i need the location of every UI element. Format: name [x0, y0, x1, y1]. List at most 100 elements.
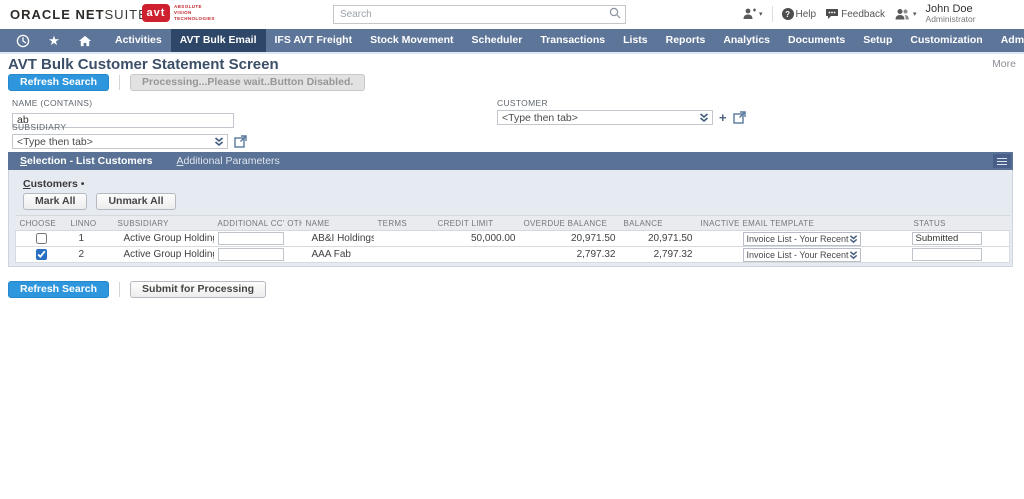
nav-item-transactions[interactable]: Transactions [540, 34, 606, 46]
changed-marker: • [80, 179, 85, 190]
add-employee-icon [743, 8, 756, 19]
submit-for-processing-button[interactable]: Submit for Processing [130, 281, 267, 298]
choose-checkbox[interactable] [35, 248, 47, 260]
refresh-search-button[interactable]: Refresh Search [8, 74, 110, 91]
open-customer-popout-icon[interactable] [732, 111, 746, 124]
customers-sublist-title: Customers • [23, 178, 85, 190]
help-menu[interactable]: ? Help [781, 8, 817, 20]
main-nav: ★ Activities AVT Bulk Email IFS AVT Frei… [0, 29, 1024, 52]
nav-item-administration-controls[interactable]: Administration & Controls [1000, 34, 1024, 46]
col-credit-limit[interactable]: CREDIT LIMIT [433, 215, 520, 231]
help-icon: ? [781, 8, 794, 20]
oracle-netsuite-logo: ORACLE NETSUITE [10, 7, 148, 22]
col-additional-cc[interactable]: ADDITIONAL CC' OTHERS [213, 215, 302, 231]
nav-item-scheduler[interactable]: Scheduler [471, 34, 523, 46]
user-info[interactable]: John Doe Administrator [926, 3, 976, 25]
nav-item-customization[interactable]: Customization [910, 34, 983, 46]
status-input[interactable] [911, 248, 982, 261]
global-search [333, 4, 626, 24]
name-contains-input[interactable] [12, 112, 234, 128]
col-choose[interactable]: CHOOSE [15, 215, 67, 231]
feedback-menu[interactable]: Feedback [825, 8, 885, 20]
name-contains-label: NAME (CONTAINS) [12, 98, 93, 108]
customers-table: CHOOSE LINNO SUBSIDIARY ADDITIONAL CC' O… [15, 215, 1010, 263]
shortcuts-star-icon[interactable]: ★ [48, 32, 60, 48]
additional-cc-input[interactable] [217, 232, 284, 245]
table-row: 1 Active Group Holding AB&I Holdings 50,… [15, 230, 1010, 247]
col-email-template[interactable]: EMAIL TEMPLATE [738, 215, 892, 231]
tab-additional-parameters[interactable]: Additional Parameters [176, 155, 280, 167]
overdue-balance-cell: 20,971.50 [519, 230, 620, 247]
nav-quick-icons: ★ [0, 32, 106, 48]
roles-icon [895, 9, 909, 20]
feedback-icon [826, 9, 839, 19]
top-action-row: Refresh Search Processing...Please wait.… [8, 74, 366, 91]
status-input[interactable] [911, 232, 982, 245]
add-customer-icon[interactable]: + [719, 109, 727, 125]
nav-item-lists[interactable]: Lists [623, 34, 648, 46]
bottom-action-row: Refresh Search Submit for Processing [8, 281, 267, 298]
home-icon[interactable] [78, 34, 92, 48]
col-linno[interactable]: LINNO [66, 215, 114, 231]
customer-select[interactable]: <Type then tab> [497, 110, 713, 125]
unmark-all-button[interactable]: Unmark All [96, 193, 176, 210]
col-status[interactable]: STATUS [891, 215, 1010, 231]
overdue-balance-cell: 2,797.32 [519, 246, 620, 263]
linno-cell: 1 [66, 230, 114, 247]
nav-item-stock-movement[interactable]: Stock Movement [370, 34, 454, 46]
col-overdue-balance[interactable]: OVERDUE BALANCE [519, 215, 620, 231]
email-template-select[interactable]: Invoice List - Your Recent Invoic [742, 247, 861, 262]
col-subsidiary[interactable]: SUBSIDIARY [113, 215, 214, 231]
choose-checkbox[interactable] [35, 232, 47, 244]
col-terms[interactable]: TERMS [373, 215, 434, 231]
subsidiary-label: SUBSIDIARY [12, 122, 67, 132]
nav-accent-line [0, 52, 1024, 54]
nav-item-analytics[interactable]: Analytics [723, 34, 770, 46]
search-icon[interactable] [609, 7, 621, 19]
customer-label: CUSTOMER [497, 98, 548, 108]
subsidiary-select[interactable]: <Type then tab> [12, 134, 228, 149]
roles-menu[interactable]: ▾ [894, 7, 917, 21]
nav-item-activities[interactable]: Activities [115, 34, 162, 46]
top-header: ORACLE NETSUITE avt ABSOLUTE VISION TECH… [0, 0, 1024, 28]
double-chevron-icon [849, 250, 857, 259]
col-name[interactable]: NAME [301, 215, 374, 231]
nav-item-reports[interactable]: Reports [665, 34, 706, 46]
email-template-select[interactable]: Invoice List - Your Recent Invoic [742, 231, 861, 246]
subtab-bar: Selection - List Customers Additional Pa… [8, 152, 1013, 170]
netsuite-wordmark-light: SUITE [104, 7, 148, 22]
subsidiary-cell: Active Group Holding [113, 230, 214, 247]
global-search-input[interactable] [333, 5, 626, 24]
nav-item-ifs-avt-freight[interactable]: IFS AVT Freight [274, 34, 353, 46]
mark-all-button[interactable]: Mark All [23, 193, 88, 210]
additional-cc-input[interactable] [217, 248, 284, 261]
more-link[interactable]: More [992, 58, 1016, 70]
nav-item-avt-bulk-email[interactable]: AVT Bulk Email [170, 29, 266, 52]
processing-disabled-button: Processing...Please wait..Button Disable… [130, 74, 366, 91]
col-inactive[interactable]: INACTIVE▲ [696, 215, 739, 231]
page-title: AVT Bulk Customer Statement Screen [8, 56, 279, 73]
nav-item-setup[interactable]: Setup [863, 34, 893, 46]
double-chevron-icon [699, 113, 709, 123]
button-divider [119, 282, 121, 297]
sublist-menu-icon[interactable] [993, 154, 1011, 168]
help-label: Help [795, 8, 817, 20]
email-template-value: Invoice List - Your Recent Invoic [746, 249, 849, 260]
header-utilities: ▾ ? Help Feedback [742, 0, 976, 28]
credit-limit-cell: 50,000.00 [433, 230, 520, 247]
avt-logo-mark: avt [142, 4, 170, 22]
quick-add-menu[interactable]: ▾ [742, 7, 763, 21]
feedback-label: Feedback [841, 8, 886, 20]
credit-limit-cell [433, 246, 520, 263]
tab-selection-list-customers[interactable]: Selection - List Customers [20, 155, 153, 167]
recent-records-icon[interactable] [16, 34, 30, 48]
refresh-search-button-bottom[interactable]: Refresh Search [8, 281, 110, 298]
open-subsidiary-popout-icon[interactable] [234, 135, 247, 148]
balance-cell: 20,971.50 [619, 230, 697, 247]
name-cell: AAA Fab [301, 246, 374, 263]
header-divider [771, 6, 773, 22]
col-balance[interactable]: BALANCE [619, 215, 697, 231]
inactive-cell [696, 246, 739, 263]
nav-item-documents[interactable]: Documents [788, 34, 846, 46]
